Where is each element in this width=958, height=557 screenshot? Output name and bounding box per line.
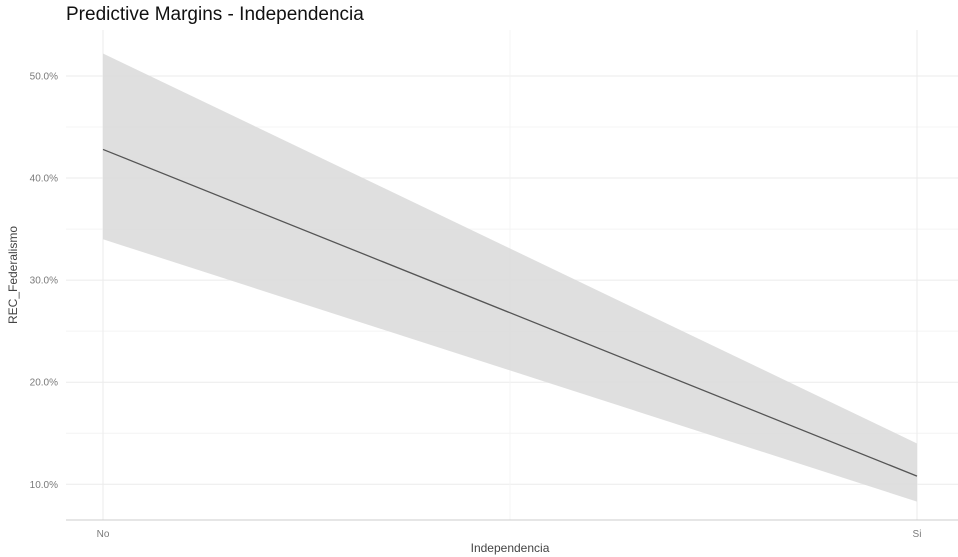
y-tick-label: 50.0% [30,71,58,82]
y-tick-label: 40.0% [30,174,58,185]
x-axis-ticks: No Si [97,529,922,540]
x-axis-title: Independencia [471,541,550,555]
x-tick-label: No [97,529,110,540]
y-tick-label: 30.0% [30,276,58,287]
y-axis-title: REC_Federalismo [6,226,20,324]
y-tick-label: 10.0% [30,480,58,491]
y-axis-ticks: 10.0% 20.0% 30.0% 40.0% 50.0% [30,71,58,490]
y-tick-label: 20.0% [30,378,58,389]
chart-title: Predictive Margins - Independencia [66,4,364,25]
series-line [102,148,918,477]
confidence-ribbon [103,53,917,502]
grid [66,30,958,520]
x-tick-label: Si [913,529,922,540]
